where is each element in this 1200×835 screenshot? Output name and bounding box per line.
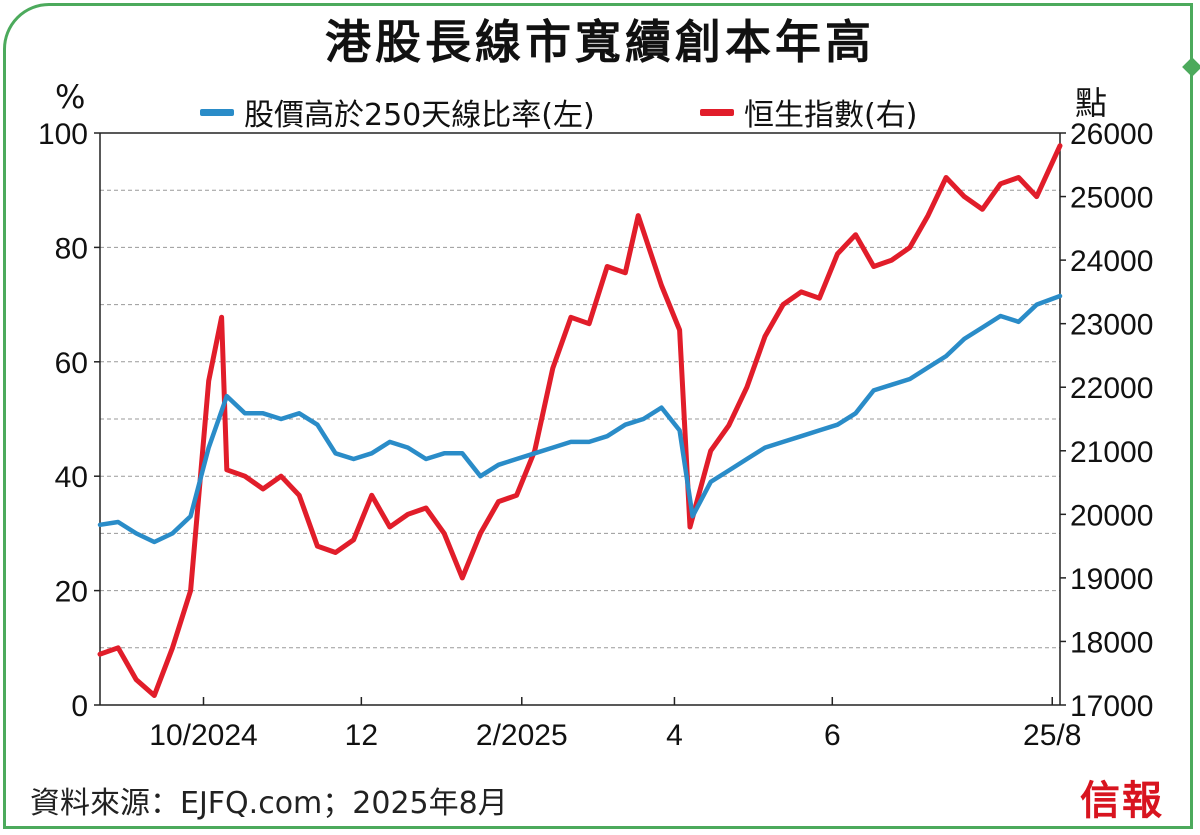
x-tick-label: 4 <box>666 719 683 752</box>
legend-swatch-red <box>700 108 734 116</box>
right-tick-label: 26000 <box>1070 118 1153 151</box>
left-tick-label: 0 <box>71 690 88 723</box>
chart-frame <box>3 3 1193 829</box>
x-tick-label: 12 <box>345 719 378 752</box>
legend: 股價高於250天線比率(左) 恒生指數(右) <box>0 90 1200 133</box>
x-tick-label: 25/8 <box>1023 719 1081 752</box>
legend-swatch-blue <box>200 108 234 116</box>
source-note: 資料來源：EJFQ.com；2025年8月 <box>30 786 508 821</box>
left-tick-label: 20 <box>55 576 88 609</box>
right-tick-label: 21000 <box>1070 436 1153 469</box>
right-tick-label: 17000 <box>1070 690 1153 723</box>
right-tick-label: 19000 <box>1070 563 1153 596</box>
left-axis-unit: % <box>55 78 86 116</box>
right-tick-label: 22000 <box>1070 372 1153 405</box>
right-tick-label: 23000 <box>1070 309 1153 342</box>
left-tick-label: 100 <box>38 118 88 151</box>
left-tick-label: 40 <box>55 461 88 494</box>
publisher-logo: 信報 <box>1080 777 1164 824</box>
left-tick-label: 60 <box>55 347 88 380</box>
x-tick-label: 6 <box>824 719 841 752</box>
left-tick-label: 80 <box>55 232 88 265</box>
right-tick-label: 18000 <box>1070 626 1153 659</box>
right-tick-label: 20000 <box>1070 499 1153 532</box>
right-tick-label: 24000 <box>1070 245 1153 278</box>
legend-item-breadth: 股價高於250天線比率(左) <box>200 90 595 134</box>
series-line-breadth <box>97 293 1063 545</box>
x-tick-label: 2/2025 <box>476 719 568 752</box>
legend-label-hsi: 恒生指數(右) <box>744 98 918 133</box>
series-line-hsi <box>97 143 1063 698</box>
right-tick-label: 25000 <box>1070 182 1153 215</box>
legend-item-hsi: 恒生指數(右) <box>700 90 917 134</box>
legend-label-breadth: 股價高於250天線比率(左) <box>244 98 595 133</box>
right-axis-unit: 點 <box>1075 84 1108 122</box>
x-tick-label: 10/2024 <box>149 719 257 752</box>
chart-title: 港股長線市寬續創本年高 <box>325 15 875 69</box>
